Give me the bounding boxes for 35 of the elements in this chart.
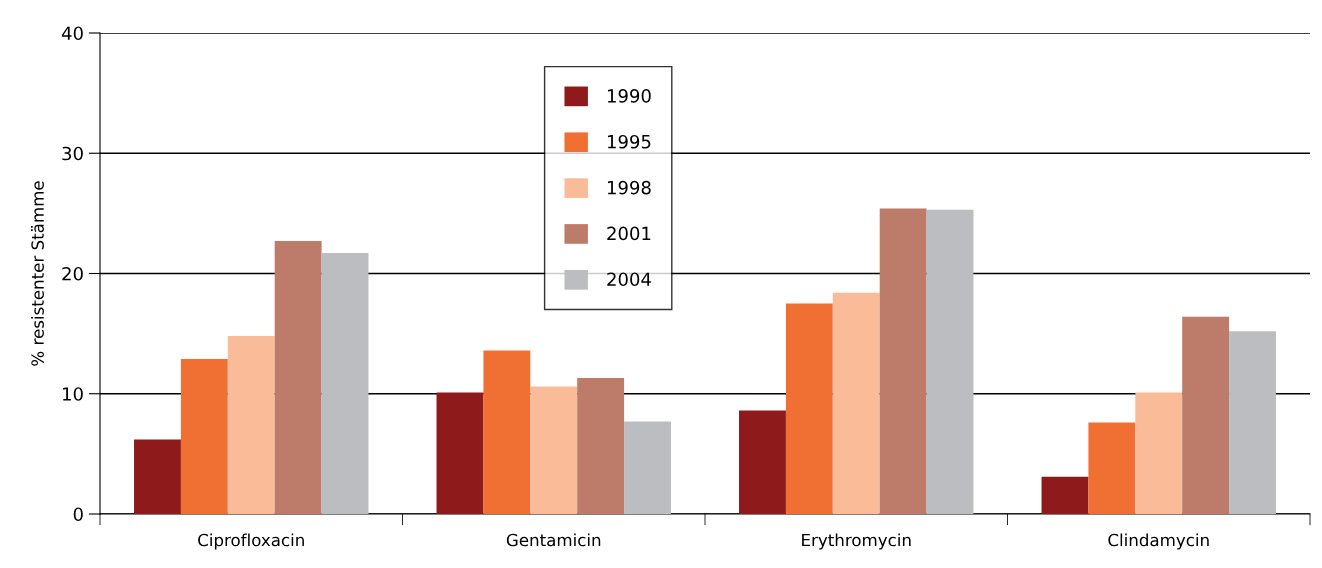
y-tick-label: 30 <box>62 146 83 161</box>
bar <box>624 421 671 514</box>
bar <box>227 336 275 514</box>
bar <box>1182 316 1230 514</box>
y-tick-label: 10 <box>63 387 83 401</box>
x-tick-label: Erythromycin <box>802 533 911 550</box>
bar <box>1135 392 1183 514</box>
x-tick-label: Ciprofloxacin <box>198 533 304 550</box>
bar <box>1041 476 1089 514</box>
bar <box>134 439 181 514</box>
legend-label: 1998 <box>607 180 651 195</box>
bar <box>1088 422 1136 514</box>
bar <box>1229 331 1276 514</box>
bar <box>321 253 369 514</box>
bar <box>180 358 228 514</box>
x-tick-label: Clindamycin <box>1108 533 1209 550</box>
legend-label: 2004 <box>607 272 651 287</box>
legend-label: 2001 <box>607 226 651 241</box>
bar <box>739 410 786 514</box>
bar <box>483 350 531 514</box>
bar <box>530 386 578 514</box>
bar <box>274 241 322 514</box>
y-axis-title: % resistenter Stämme <box>31 181 44 366</box>
y-tick-label: 20 <box>62 266 83 281</box>
bar <box>436 392 484 514</box>
legend-label: 1995 <box>607 134 651 149</box>
bar <box>785 303 833 514</box>
bar <box>577 378 625 514</box>
bar <box>926 209 974 514</box>
legend-label: 1990 <box>607 89 651 103</box>
bar <box>832 292 880 514</box>
y-tick-label: 0 <box>73 507 83 522</box>
bar <box>879 208 927 514</box>
x-tick-label: Gentamicin <box>506 533 601 547</box>
y-tick-label: 40 <box>61 26 83 41</box>
